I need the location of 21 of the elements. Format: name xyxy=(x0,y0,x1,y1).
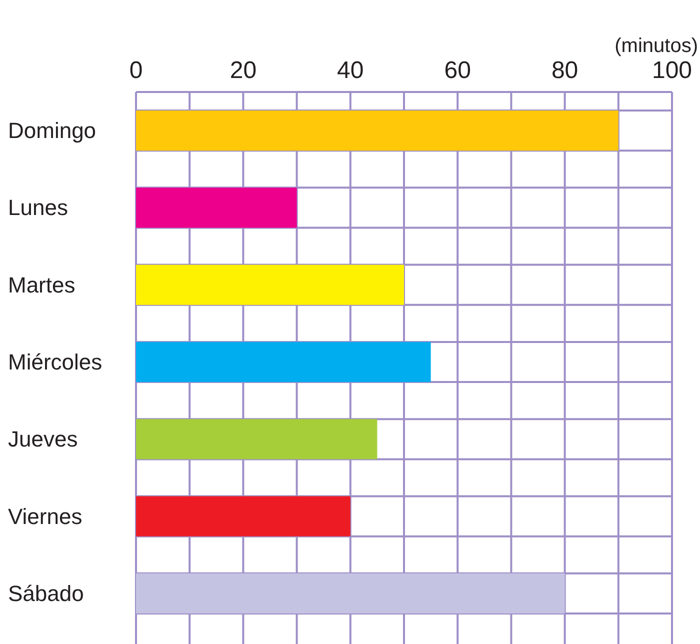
bar xyxy=(136,188,297,228)
x-tick-label: 0 xyxy=(129,57,143,84)
bar xyxy=(136,573,565,614)
y-tick-label: Domingo xyxy=(8,118,96,144)
x-axis-title: (minutos) xyxy=(614,35,698,57)
x-tick-label: 40 xyxy=(337,57,364,84)
y-tick-label: Sábado xyxy=(8,580,84,606)
bar xyxy=(136,496,350,536)
x-tick-label: 100 xyxy=(652,57,692,84)
y-tick-label: Martes xyxy=(8,272,76,298)
bar xyxy=(136,264,404,305)
y-tick-label: Miércoles xyxy=(8,350,102,374)
x-tick-label: 60 xyxy=(444,57,471,84)
y-tick-label: Lunes xyxy=(8,195,68,220)
y-tick-label: Viernes xyxy=(8,504,82,529)
bar xyxy=(136,419,378,460)
x-tick-label: 80 xyxy=(551,57,578,84)
bar xyxy=(136,110,618,151)
x-tick-label: 20 xyxy=(230,57,257,84)
bar xyxy=(136,342,431,382)
y-tick-label: Jueves xyxy=(8,426,78,452)
